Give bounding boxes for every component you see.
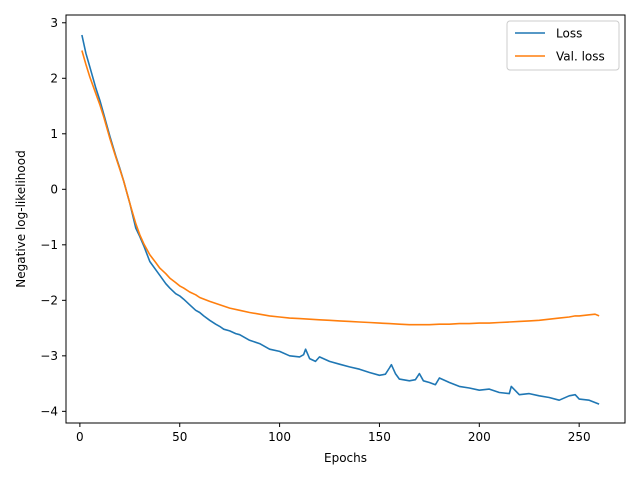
- x-tick-label: 50: [172, 430, 187, 444]
- plot-frame: [65, 14, 626, 424]
- y-axis: −4 −3 −2 −1 0 1 2 3: [40, 16, 66, 418]
- x-tick-label: 150: [368, 430, 391, 444]
- y-tick-label: −4: [40, 404, 58, 418]
- x-axis: 0 50 100 150 200 250: [76, 423, 591, 444]
- y-tick-label: −2: [40, 293, 58, 307]
- legend-label-loss: Loss: [556, 27, 582, 41]
- legend-label-val-loss: Val. loss: [556, 50, 605, 64]
- x-tick-label: 200: [468, 430, 491, 444]
- y-tick-label: 1: [50, 127, 58, 141]
- series-layer: [81, 34, 600, 405]
- legend: Loss Val. loss: [506, 20, 620, 71]
- y-tick-label: −1: [40, 238, 58, 252]
- y-tick-label: 3: [50, 16, 58, 30]
- y-tick-label: 2: [50, 71, 58, 85]
- series-line-loss: [81, 34, 600, 405]
- series-line-val-loss: [81, 50, 600, 326]
- y-tick-label: 0: [50, 182, 58, 196]
- x-axis-label: Epochs: [324, 451, 367, 465]
- y-axis-label: Negative log-likelihood: [14, 150, 28, 287]
- y-tick-label: −3: [40, 349, 58, 363]
- x-tick-label: 0: [76, 430, 84, 444]
- x-tick-label: 250: [568, 430, 591, 444]
- x-tick-label: 100: [268, 430, 291, 444]
